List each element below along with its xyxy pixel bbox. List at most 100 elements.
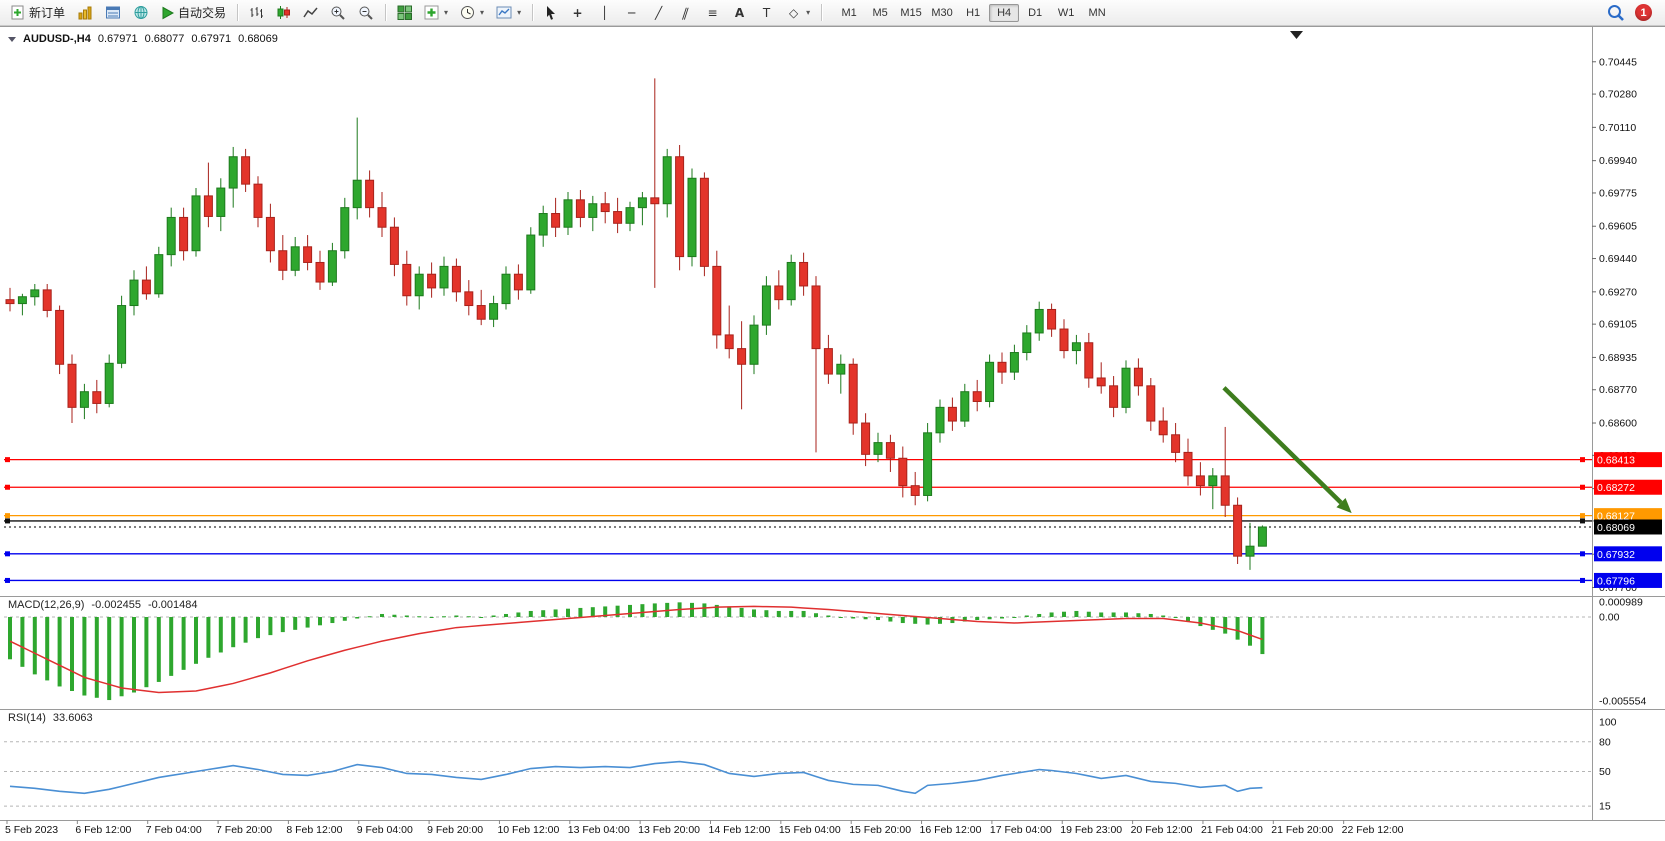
candle[interactable] xyxy=(1084,342,1094,379)
channel-tool-button[interactable]: ∥ xyxy=(673,1,698,24)
candle[interactable] xyxy=(538,213,548,236)
crosshair-tool-button[interactable]: + xyxy=(565,1,590,24)
candle[interactable] xyxy=(1158,420,1168,436)
candle[interactable] xyxy=(464,291,474,307)
candle[interactable] xyxy=(290,246,300,271)
candle[interactable] xyxy=(637,197,647,209)
arrow-head[interactable] xyxy=(1336,497,1352,514)
candle[interactable] xyxy=(315,261,325,283)
candle[interactable] xyxy=(910,485,920,496)
candle[interactable] xyxy=(848,363,858,424)
candle[interactable] xyxy=(1183,451,1193,477)
candle[interactable] xyxy=(340,207,350,252)
candle[interactable] xyxy=(129,279,139,307)
tile-windows-button[interactable] xyxy=(392,1,417,24)
line-anchor[interactable] xyxy=(5,518,10,524)
line-anchor[interactable] xyxy=(5,513,10,519)
candle[interactable] xyxy=(427,273,437,289)
candle[interactable] xyxy=(451,265,461,293)
candle[interactable] xyxy=(997,361,1007,373)
line-chart-mode-button[interactable] xyxy=(298,1,323,24)
candle[interactable] xyxy=(761,285,771,326)
timeframe-m30[interactable]: M30 xyxy=(931,6,953,19)
cursor-tool-button[interactable] xyxy=(539,1,563,24)
candle[interactable] xyxy=(1171,434,1181,453)
candle[interactable] xyxy=(489,303,499,320)
timeframe-m15[interactable]: M15 xyxy=(900,6,922,19)
candle[interactable] xyxy=(1059,328,1069,352)
candle[interactable] xyxy=(526,234,536,291)
timeframe-m1[interactable]: M1 xyxy=(841,6,857,19)
rsi-panel[interactable]: 100 80 50 15 xyxy=(4,717,1617,813)
candle[interactable] xyxy=(650,197,660,205)
candle[interactable] xyxy=(885,442,895,459)
candle[interactable] xyxy=(1195,475,1205,487)
candle[interactable] xyxy=(1208,475,1218,487)
candle[interactable] xyxy=(5,299,15,305)
candle[interactable] xyxy=(786,261,796,301)
candle[interactable] xyxy=(960,391,970,422)
timeframe-m5[interactable]: M5 xyxy=(872,6,888,19)
candle[interactable] xyxy=(389,226,399,265)
candle[interactable] xyxy=(947,406,957,422)
candle[interactable] xyxy=(352,179,362,209)
candle[interactable] xyxy=(513,273,523,291)
timeframe-w1[interactable]: W1 xyxy=(1057,6,1075,19)
candle[interactable] xyxy=(241,156,251,185)
candlestick-series[interactable] xyxy=(5,78,1267,570)
candle[interactable] xyxy=(104,362,114,404)
line-anchor[interactable] xyxy=(5,551,10,557)
fibonacci-tool-button[interactable]: ≡ xyxy=(700,1,725,24)
candle[interactable] xyxy=(1146,385,1156,422)
candle[interactable] xyxy=(588,203,598,218)
candle[interactable] xyxy=(724,334,734,350)
candle[interactable] xyxy=(402,263,412,297)
time-axis[interactable]: 5 Feb 2023 6 Feb 12:00 7 Feb 04:00 7 Feb 20… xyxy=(5,820,1404,836)
candle[interactable] xyxy=(985,361,995,402)
candle[interactable] xyxy=(823,348,833,375)
candle[interactable] xyxy=(1121,367,1131,408)
market-watch-button[interactable] xyxy=(100,1,126,24)
periods-button[interactable]: ▾ xyxy=(455,1,489,24)
label-tool-button[interactable]: T xyxy=(754,1,779,24)
candle[interactable] xyxy=(476,305,486,320)
candle[interactable] xyxy=(1047,308,1057,330)
indicators-button[interactable]: ▾ xyxy=(419,1,453,24)
arrow-shaft[interactable] xyxy=(1222,386,1343,505)
candle[interactable] xyxy=(1257,526,1267,547)
candle[interactable] xyxy=(774,285,784,301)
candle[interactable] xyxy=(55,309,65,365)
candle[interactable] xyxy=(278,250,288,271)
zoom-out-button[interactable] xyxy=(353,1,379,24)
candle[interactable] xyxy=(575,199,585,218)
candle[interactable] xyxy=(1220,475,1230,506)
candle[interactable] xyxy=(699,177,709,267)
notification-badge[interactable]: 1 xyxy=(1635,4,1652,21)
candle[interactable] xyxy=(414,273,424,297)
candle[interactable] xyxy=(1096,377,1106,387)
candle[interactable] xyxy=(873,442,883,455)
candle[interactable] xyxy=(1009,352,1019,373)
candle[interactable] xyxy=(117,305,127,364)
candle[interactable] xyxy=(1133,367,1143,387)
candle[interactable] xyxy=(861,422,871,455)
line-anchor[interactable] xyxy=(1580,551,1585,557)
timeframe-d1[interactable]: D1 xyxy=(1028,6,1043,19)
candle[interactable] xyxy=(749,324,759,365)
timeframe-h1[interactable]: H1 xyxy=(966,6,981,19)
new-order-button[interactable]: 新订单 xyxy=(5,1,70,24)
candle[interactable] xyxy=(1109,385,1119,408)
timeframe-h4[interactable]: H4 xyxy=(989,3,1020,22)
candle[interactable] xyxy=(687,177,697,258)
candle[interactable] xyxy=(303,246,313,263)
candle[interactable] xyxy=(179,216,189,252)
candle[interactable] xyxy=(935,406,945,434)
candle[interactable] xyxy=(836,363,846,375)
timeframe-mn[interactable]: MN xyxy=(1088,6,1106,19)
candle[interactable] xyxy=(265,216,275,252)
candle[interactable] xyxy=(17,296,27,305)
candle[interactable] xyxy=(675,156,685,258)
chart-shift-marker-icon[interactable] xyxy=(1290,31,1303,39)
search-icon[interactable] xyxy=(1607,4,1625,22)
